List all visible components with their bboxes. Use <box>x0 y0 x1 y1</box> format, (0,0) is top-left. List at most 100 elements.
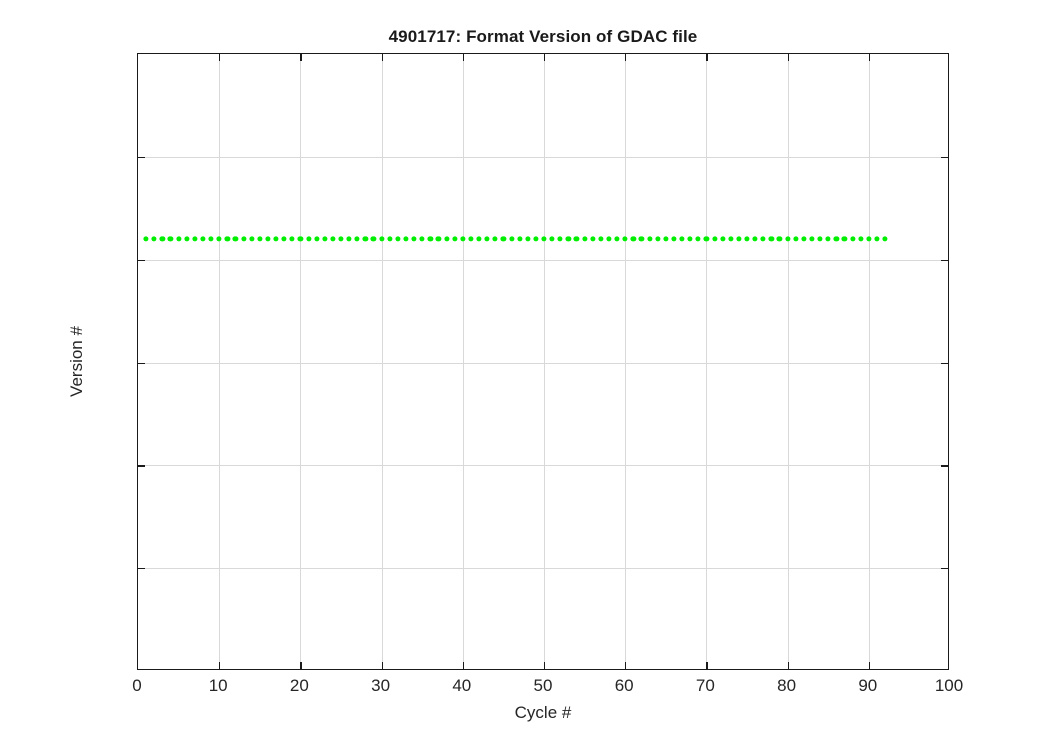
y-axis-tick <box>941 156 948 159</box>
data-point-marker <box>858 236 864 242</box>
data-point-marker <box>403 236 409 242</box>
data-point-marker <box>801 236 807 242</box>
x-axis-tick <box>787 662 789 669</box>
data-point-marker <box>720 236 726 242</box>
data-point-marker <box>736 236 742 242</box>
data-point-marker <box>322 236 328 242</box>
data-point-marker <box>176 236 182 242</box>
data-point-marker <box>314 236 320 242</box>
data-point-marker <box>598 236 604 242</box>
data-point-marker <box>809 236 815 242</box>
data-point-marker <box>411 236 417 242</box>
x-axis-tick <box>625 54 627 61</box>
x-axis-tick <box>219 54 221 61</box>
data-point-marker <box>549 236 555 242</box>
data-point-marker <box>849 236 856 242</box>
data-point-marker <box>468 236 474 242</box>
data-point-marker <box>703 236 709 242</box>
x-axis-tick <box>381 54 383 61</box>
data-point-marker <box>159 236 165 242</box>
data-point-marker <box>882 236 888 242</box>
data-point-marker <box>606 236 612 242</box>
data-point-marker <box>143 236 149 242</box>
data-point-marker <box>354 236 360 242</box>
gridline-horizontal <box>138 362 948 364</box>
gridline-vertical <box>300 54 302 669</box>
x-axis-tick <box>462 54 465 61</box>
x-axis-tick-label: 100 <box>934 676 964 695</box>
data-point-marker <box>760 236 766 242</box>
data-point-marker <box>492 236 498 242</box>
data-point-marker <box>395 236 401 242</box>
y-axis-tick <box>941 568 948 570</box>
data-point-marker <box>305 236 312 242</box>
data-point-marker <box>785 236 791 242</box>
data-point-marker <box>192 236 198 242</box>
data-point-marker <box>338 236 344 242</box>
data-point-marker <box>866 236 872 242</box>
x-axis-tick-label: 50 <box>533 676 553 695</box>
data-point-marker <box>711 236 718 242</box>
x-axis-tick-label: 80 <box>777 676 797 695</box>
data-point-marker <box>484 236 490 242</box>
data-point-marker <box>167 236 174 242</box>
data-point-marker <box>289 236 295 242</box>
gridline-vertical <box>706 54 708 669</box>
data-point-marker <box>370 236 377 242</box>
x-axis-tick-label: 60 <box>614 676 634 695</box>
gridline-vertical <box>625 54 627 669</box>
data-point-marker <box>427 236 433 242</box>
data-point-marker <box>817 236 823 242</box>
y-axis-tick <box>941 362 948 364</box>
data-point-marker <box>630 236 636 242</box>
plot-inner <box>138 54 948 669</box>
data-point-marker <box>833 236 839 242</box>
data-point-marker <box>728 236 734 242</box>
x-axis-label: Cycle # <box>514 703 572 722</box>
data-point-marker <box>452 236 458 242</box>
data-point-marker <box>200 236 206 242</box>
data-point-marker <box>232 236 239 242</box>
data-point-marker <box>768 236 774 242</box>
data-point-marker <box>184 236 190 242</box>
x-axis-tick-label: 20 <box>289 676 309 695</box>
data-point-marker <box>281 236 287 242</box>
data-point-marker <box>582 236 588 242</box>
data-point-marker <box>557 236 563 242</box>
data-point-marker <box>476 236 482 242</box>
x-axis-tick <box>544 662 546 669</box>
gridline-horizontal <box>138 259 948 261</box>
data-point-marker <box>533 236 539 242</box>
data-point-marker <box>744 236 750 242</box>
data-point-marker <box>297 236 303 242</box>
y-axis-tick <box>138 362 145 364</box>
plot-area <box>137 53 949 670</box>
gridline-vertical <box>868 54 870 669</box>
x-axis-tick <box>706 662 708 669</box>
data-point-marker <box>224 236 230 242</box>
data-point-marker <box>517 236 523 242</box>
data-point-marker <box>841 236 848 242</box>
data-point-marker <box>249 236 255 242</box>
x-axis-tick <box>381 662 383 669</box>
x-axis-tick <box>544 54 546 61</box>
x-axis-tick <box>625 662 627 669</box>
data-point-marker <box>330 236 336 242</box>
x-axis-tick-label: 0 <box>132 676 142 695</box>
data-point-marker <box>443 236 450 242</box>
data-point-marker <box>387 236 393 242</box>
data-point-marker <box>240 236 247 242</box>
x-axis-tick-label: 90 <box>858 676 878 695</box>
data-point-marker <box>362 236 368 242</box>
gridline-vertical <box>787 54 789 669</box>
y-axis-tick <box>941 465 948 467</box>
gridline-horizontal <box>138 465 948 467</box>
gridline-horizontal <box>138 568 948 570</box>
data-point-marker <box>776 236 783 242</box>
x-axis-tick <box>462 662 465 669</box>
data-point-marker <box>590 236 596 242</box>
x-axis-tick-label: 10 <box>208 676 228 695</box>
x-axis-tick <box>787 54 789 61</box>
chart-title: 4901717: Format Version of GDAC file <box>388 27 698 46</box>
data-point-marker <box>663 236 669 242</box>
